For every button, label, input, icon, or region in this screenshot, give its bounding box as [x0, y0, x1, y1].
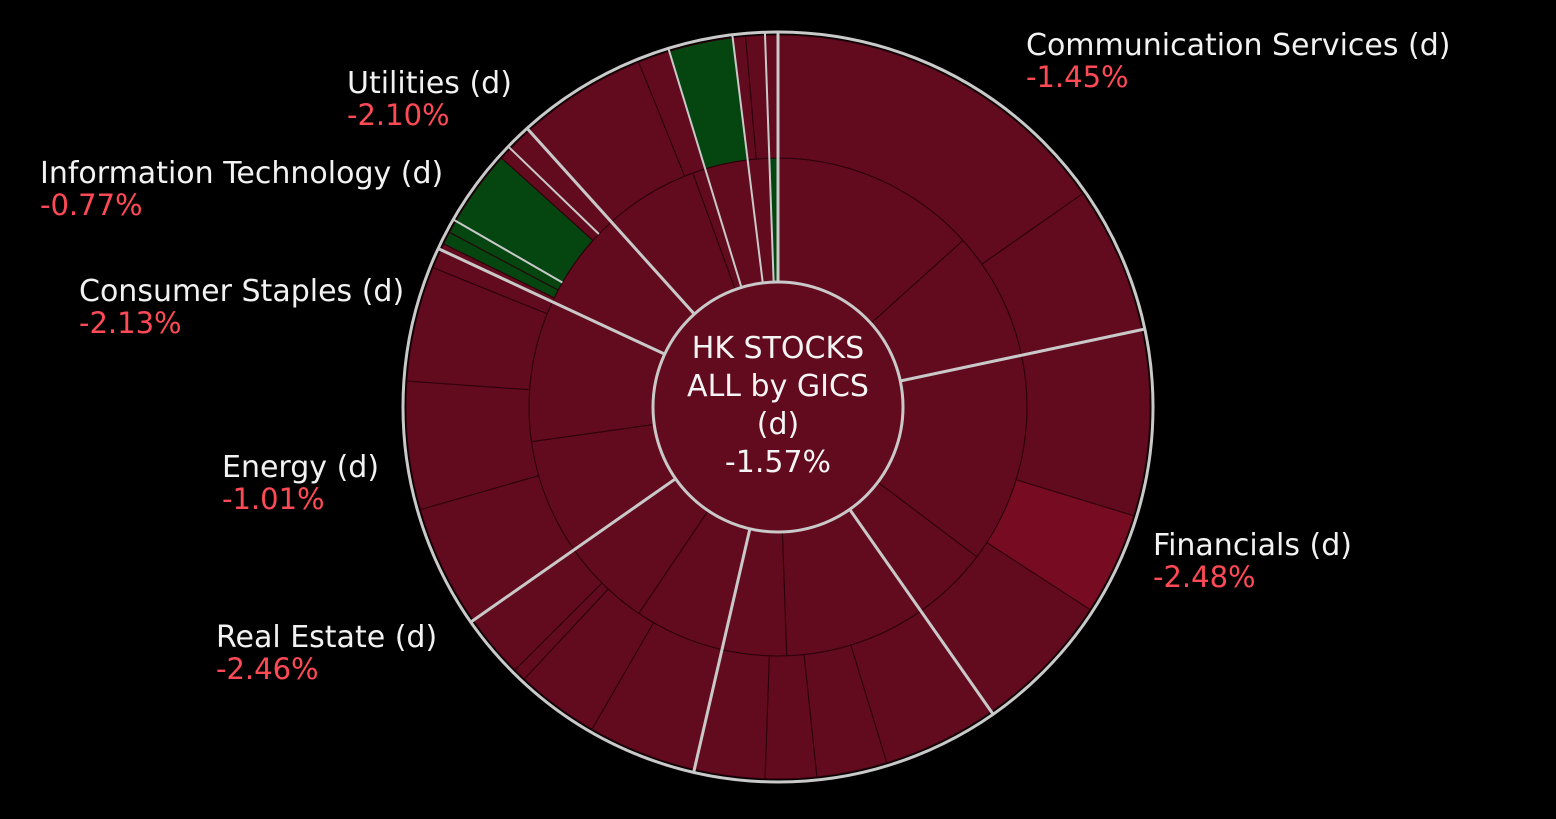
sector-separator-6	[436, 246, 666, 356]
sector-name: Information Technology (d)	[40, 156, 444, 191]
sector-label-financials[interactable]: Financials (d) -2.48%	[1153, 530, 1352, 592]
sector-label-information-technology[interactable]: Information Technology (d) -0.77%	[40, 158, 443, 220]
sector-name: Utilities (d)	[347, 66, 512, 101]
sector-name: Communication Services (d)	[1026, 28, 1451, 63]
center-hub	[651, 280, 905, 534]
sub-separator-3	[667, 47, 743, 288]
center-label: HK STOCKS ALL by GICS (d) -1.57%	[678, 330, 878, 482]
outer-ring	[405, 34, 1151, 780]
sub-separator-4	[731, 33, 764, 284]
sector-change: -2.46%	[216, 651, 319, 686]
sector-label-utilities[interactable]: Utilities (d) -2.10%	[347, 68, 512, 130]
sector-change: -0.77%	[40, 187, 143, 222]
sector-change: -2.10%	[347, 97, 450, 132]
sector-separator-7	[525, 126, 696, 316]
center-title-line1: HK STOCKS	[691, 331, 865, 366]
sector-change: -2.13%	[79, 305, 182, 340]
chart-outer-border	[401, 30, 1155, 784]
sector-label-communication-services[interactable]: Communication Services (d) -1.45%	[1026, 30, 1450, 92]
sector-change: -1.45%	[1026, 59, 1129, 94]
sub-separator-5	[763, 31, 775, 283]
center-total-change: -1.57%	[724, 445, 832, 480]
sector-separator-3	[848, 508, 995, 716]
sub-separator-2	[506, 145, 600, 235]
sector-name: Real Estate (d)	[216, 620, 438, 655]
sector-change: -1.01%	[222, 481, 325, 516]
sector-separator-4	[691, 528, 752, 774]
sector-change: -2.48%	[1153, 559, 1256, 594]
sub-separator-1	[451, 218, 563, 284]
sector-separators	[436, 31, 1147, 774]
sector-separator-2	[899, 327, 1147, 383]
sector-name: Consumer Staples (d)	[79, 274, 405, 309]
center-title-line2: ALL by GICS	[687, 369, 869, 404]
center-title-line3: (d)	[756, 407, 800, 442]
sector-label-real-estate[interactable]: Real Estate (d) -2.46%	[216, 622, 437, 684]
sector-label-consumer-staples[interactable]: Consumer Staples (d) -2.13%	[79, 276, 404, 338]
sector-name: Energy (d)	[222, 450, 380, 485]
sector-name: Financials (d)	[1153, 528, 1352, 563]
sector-label-energy[interactable]: Energy (d) -1.01%	[222, 452, 379, 514]
sector-separator-5	[469, 477, 677, 624]
